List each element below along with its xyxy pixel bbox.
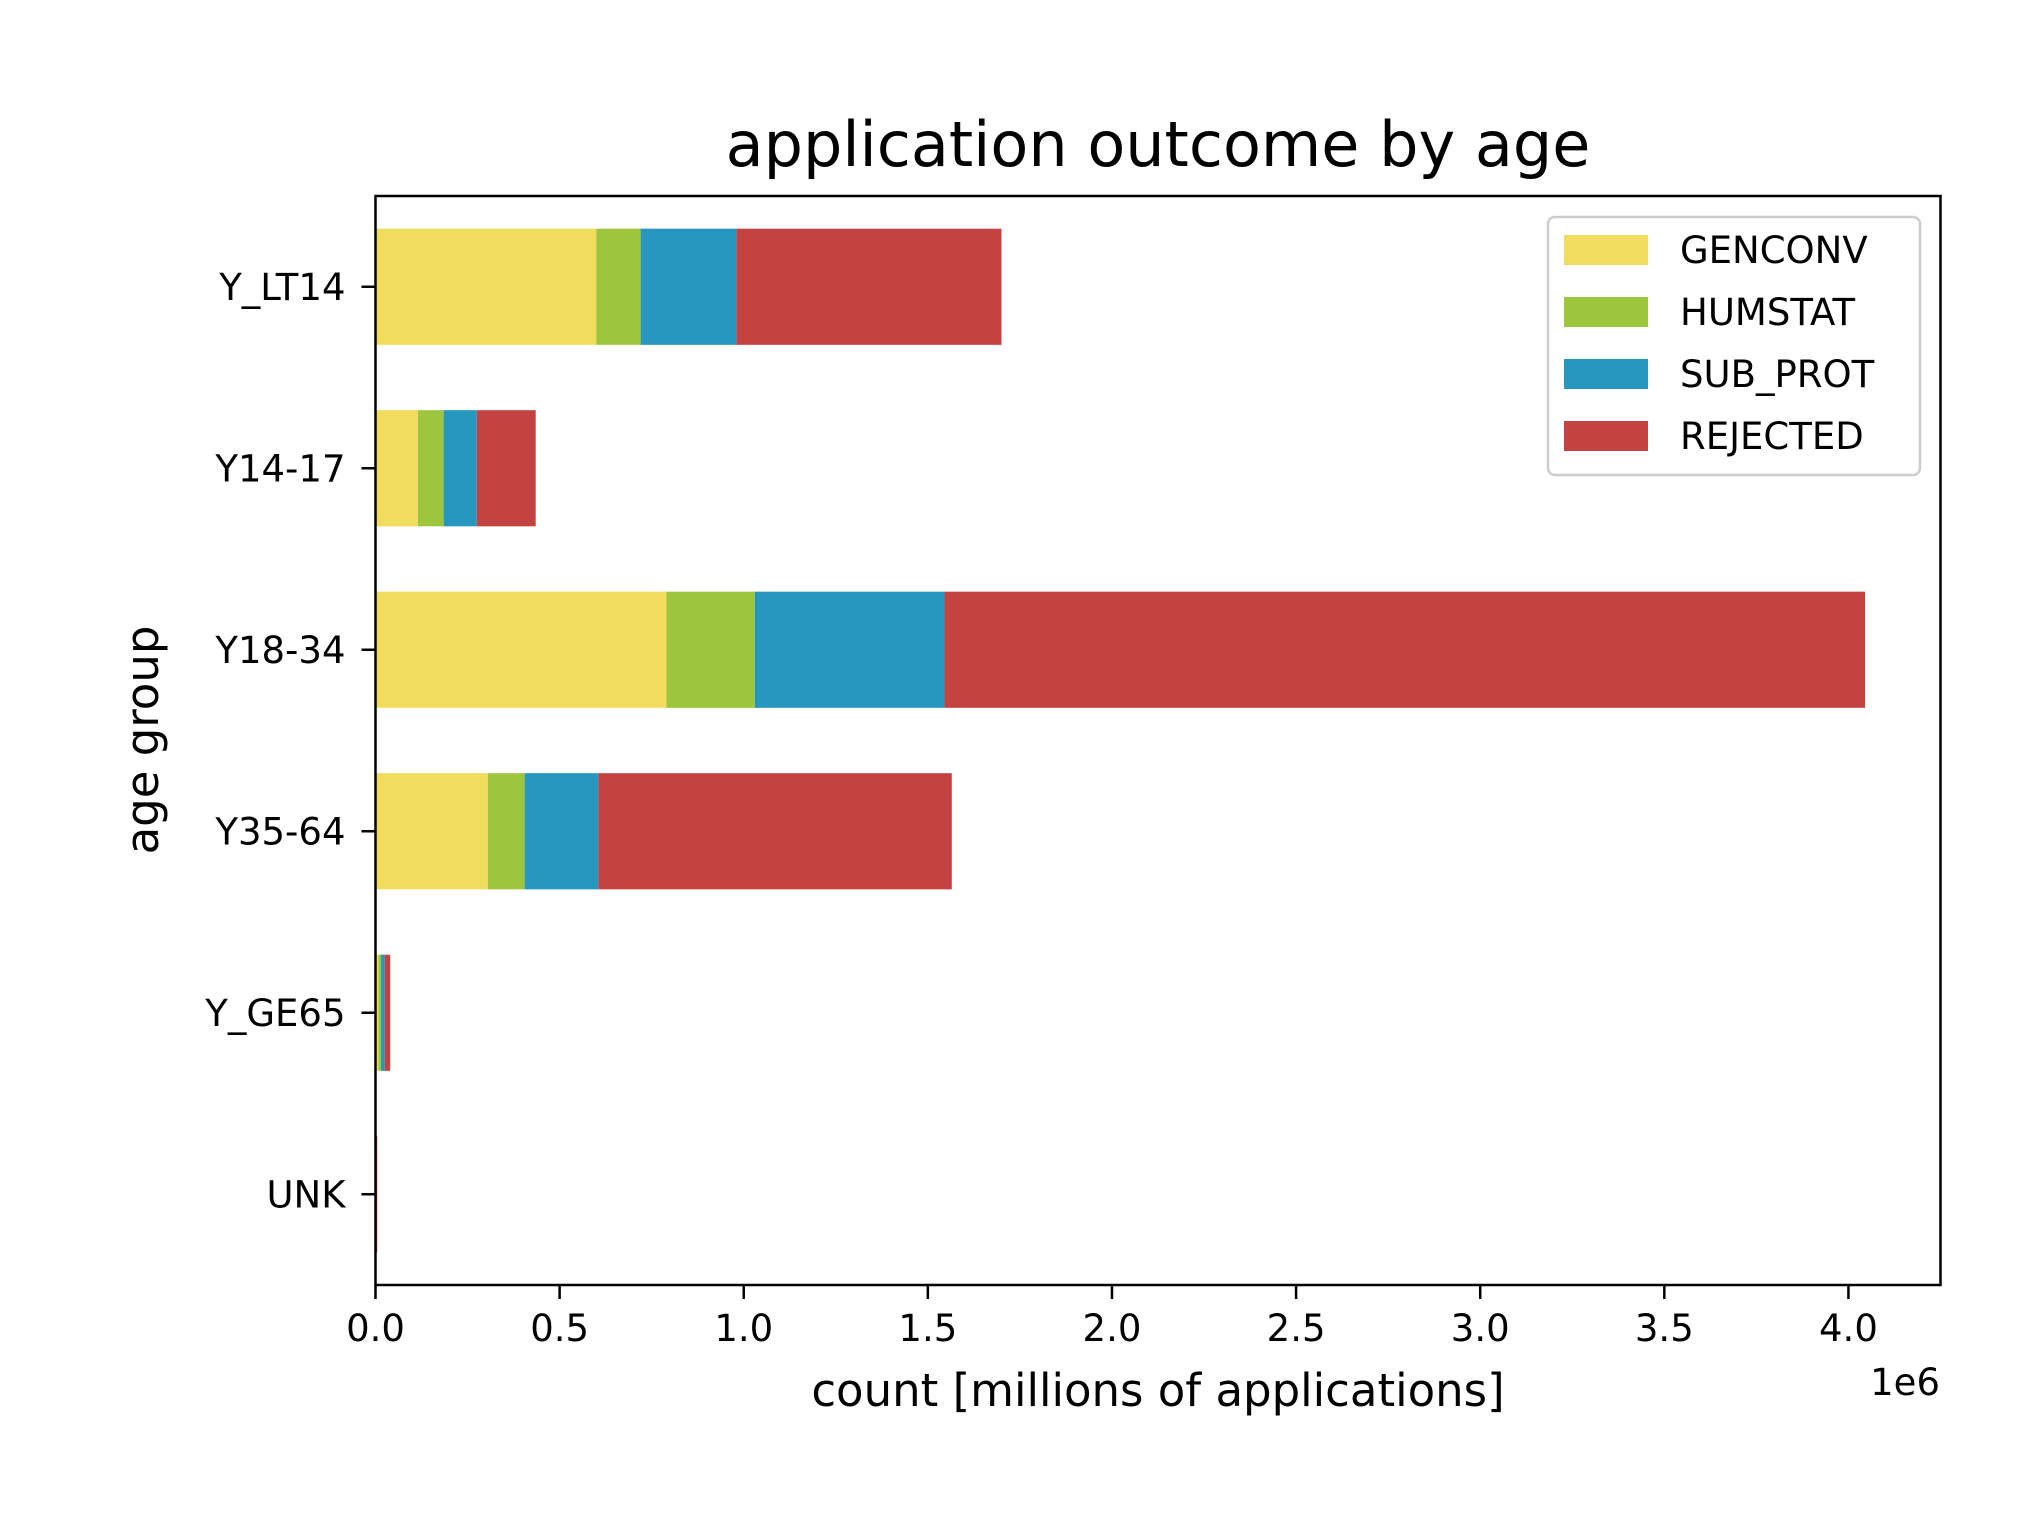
bar-y-lt14-sub-prot <box>640 228 737 345</box>
x-axis: 0.0 0.5 1.0 1.5 2.0 2.5 3.0 3.5 4.0 <box>346 1285 1878 1350</box>
bar-y-lt14-genconv <box>375 228 597 345</box>
bars-layer <box>375 228 1866 1253</box>
x-tick-label-3: 1.5 <box>898 1307 957 1350</box>
legend-swatch-genconv <box>1564 235 1648 265</box>
legend-label-genconv: GENCONV <box>1680 229 1868 272</box>
bar-y14-17-rejected <box>476 410 536 527</box>
bar-y-ge65-rejected <box>384 954 391 1071</box>
x-tick-label-0: 0.0 <box>346 1307 405 1350</box>
bar-y-lt14-humstat <box>596 228 641 345</box>
bar-y-ge65-humstat <box>378 954 382 1071</box>
y-tick-label-y14-17: Y14-17 <box>214 447 345 490</box>
y-tick-label-y-lt14: Y_LT14 <box>218 266 345 309</box>
bar-y18-34-rejected <box>944 591 1866 708</box>
bar-y14-17-genconv <box>375 410 418 527</box>
bar-y14-17-humstat <box>417 410 444 527</box>
bar-y18-34-sub-prot <box>754 591 945 708</box>
legend-box <box>1546 215 1922 477</box>
y-tick-label-y18-34: Y18-34 <box>214 629 345 672</box>
x-tick-label-7: 3.5 <box>1635 1307 1694 1350</box>
legend-label-sub-prot: SUB_PROT <box>1680 353 1875 396</box>
legend-swatch-sub-prot <box>1564 359 1648 389</box>
legend-label-humstat: HUMSTAT <box>1680 291 1855 334</box>
bar-unk-rejected <box>376 1136 378 1253</box>
y-axis: Y_LT14 Y14-17 Y18-34 Y35-64 Y_GE65 UNK <box>204 266 376 1216</box>
plot-frame <box>374 194 1942 1287</box>
bar-y35-64-humstat <box>487 773 525 890</box>
x-tick-label-4: 2.0 <box>1083 1307 1142 1350</box>
x-axis-label: count [millions of applications] <box>811 1364 1504 1417</box>
legend: GENCONV HUMSTAT SUB_PROT REJECTED <box>1546 215 1922 477</box>
bar-y-ge65-sub-prot <box>381 954 385 1071</box>
bar-y-ge65-genconv <box>375 954 379 1071</box>
legend-swatch-humstat <box>1564 297 1648 327</box>
y-axis-label: age group <box>116 626 169 855</box>
legend-label-rejected: REJECTED <box>1680 415 1864 458</box>
bar-y-lt14-rejected <box>736 228 1002 345</box>
bar-y18-34-genconv <box>375 591 667 708</box>
legend-swatch-rejected <box>1564 421 1648 451</box>
x-axis-offset-label: 1e6 <box>1870 1361 1940 1404</box>
y-tick-label-y-ge65: Y_GE65 <box>204 992 345 1035</box>
bar-y18-34-humstat <box>666 591 755 708</box>
x-tick-label-6: 3.0 <box>1451 1307 1510 1350</box>
bar-y35-64-genconv <box>375 773 488 890</box>
x-tick-label-1: 0.5 <box>530 1307 589 1350</box>
x-tick-label-2: 1.0 <box>714 1307 773 1350</box>
y-tick-label-y35-64: Y35-64 <box>214 810 345 853</box>
x-tick-label-8: 4.0 <box>1819 1307 1878 1350</box>
bar-y14-17-sub-prot <box>443 410 477 527</box>
chart-title: application outcome by age <box>726 108 1591 181</box>
bar-y35-64-rejected <box>598 773 952 890</box>
y-tick-label-unk: UNK <box>266 1173 347 1216</box>
x-tick-label-5: 2.5 <box>1267 1307 1326 1350</box>
bar-y35-64-sub-prot <box>524 773 599 890</box>
